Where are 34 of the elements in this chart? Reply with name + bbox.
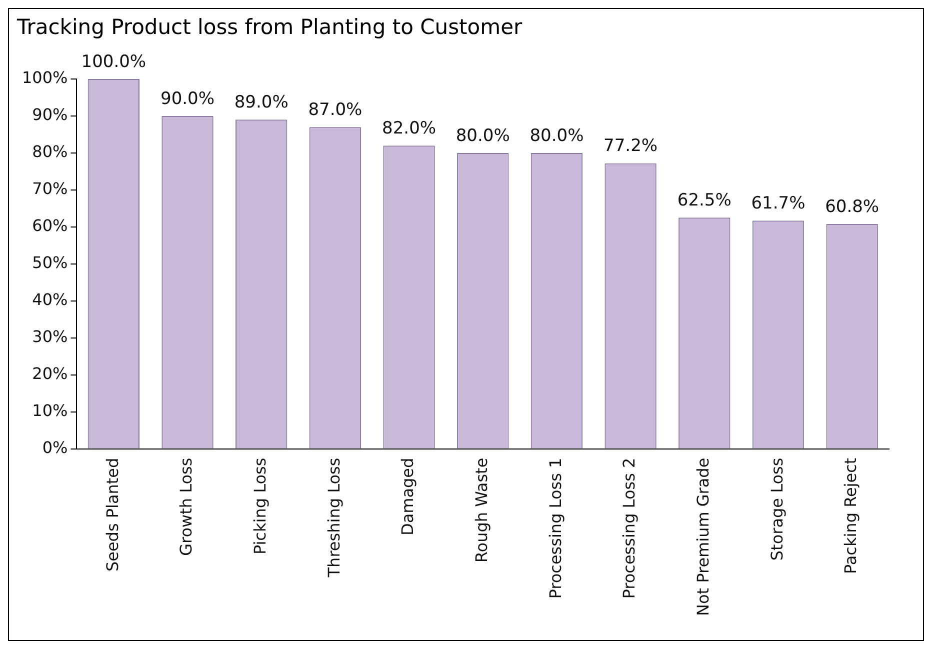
y-tick-label: 10% <box>32 400 68 420</box>
data-label: 100.0% <box>81 52 146 72</box>
x-tick-label: Damaged <box>398 458 418 536</box>
data-label: 82.0% <box>382 118 436 138</box>
y-tick-label: 30% <box>32 327 68 346</box>
y-tick-label: 20% <box>32 364 68 384</box>
data-label: 62.5% <box>677 190 732 211</box>
x-tick-label: Rough Waste <box>472 458 492 563</box>
data-label: 89.0% <box>234 92 288 113</box>
x-tick-label: Not Premium Grade <box>694 458 713 616</box>
x-tick-label: Threshing Loss <box>324 458 344 578</box>
y-tick-label: 90% <box>32 105 68 124</box>
x-tick-label: Seeds Planted <box>102 458 122 572</box>
x-tick-label: Packing Reject <box>841 458 860 574</box>
chart-title: Tracking Product loss from Planting to Customer <box>16 14 524 39</box>
data-label: 61.7% <box>751 194 806 214</box>
x-tick-label: Storage Loss <box>767 458 786 561</box>
y-tick-label: 60% <box>32 216 68 236</box>
y-tick-label: 50% <box>32 253 68 272</box>
data-label: 87.0% <box>308 100 362 120</box>
y-tick-label: 70% <box>32 179 68 198</box>
y-tick-label: 100% <box>22 68 68 88</box>
data-label: 80.0% <box>530 126 584 146</box>
data-label: 80.0% <box>456 126 510 146</box>
x-tick-label: Processing Loss 1 <box>546 458 565 599</box>
y-tick-label: 40% <box>32 290 68 310</box>
y-tick-label: 0% <box>42 438 68 457</box>
data-label: 60.8% <box>825 196 880 217</box>
x-tick-label: Processing Loss 2 <box>620 458 639 599</box>
x-tick-label: Picking Loss <box>250 458 270 555</box>
data-label: 90.0% <box>160 88 215 109</box>
x-tick-label: Growth Loss <box>176 458 196 556</box>
data-label: 77.2% <box>604 136 658 156</box>
y-tick-label: 80% <box>32 142 68 162</box>
